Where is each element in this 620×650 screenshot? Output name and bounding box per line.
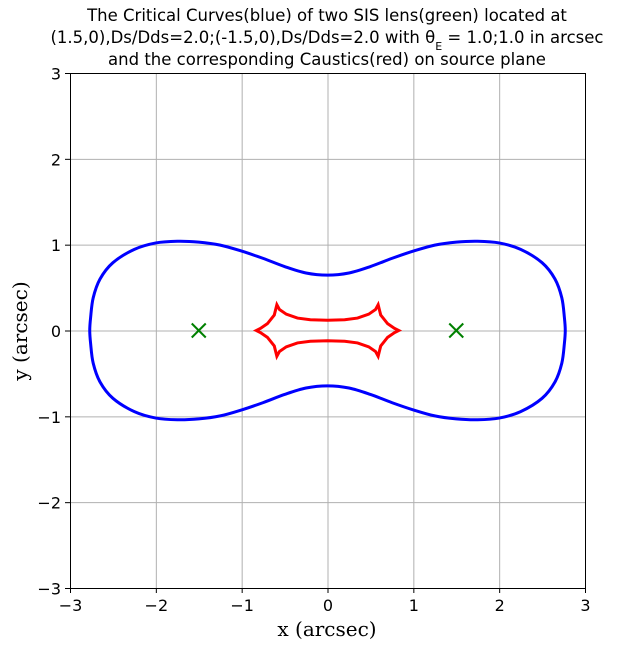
x-tick-label: −3: [59, 596, 83, 615]
chart-title: The Critical Curves(blue) of two SIS len…: [51, 6, 604, 69]
critical-curve: [88, 239, 567, 422]
x-tick-label: −2: [145, 596, 169, 615]
x-tick-label: 3: [580, 596, 590, 615]
caustic-curve: [252, 300, 403, 361]
x-axis-label: x (arcsec): [277, 617, 376, 641]
y-tick-label: −3: [37, 580, 61, 599]
x-tick-label: 2: [495, 596, 505, 615]
y-tick-label: −1: [37, 408, 61, 427]
y-tick-label: 1: [51, 236, 61, 255]
title-line-2-subscript: E: [435, 40, 442, 53]
title-line-3: and the corresponding Caustics(red) on s…: [108, 50, 546, 69]
lens-marker: [448, 322, 464, 339]
x-tick-label: 0: [323, 596, 333, 615]
x-tick-label: −1: [230, 596, 254, 615]
grid: [70, 73, 586, 589]
x-tick-label: 1: [409, 596, 419, 615]
title-line-2-main: (1.5,0),Ds/Dds=2.0;(-1.5,0),Ds/Dds=2.0 w…: [51, 28, 436, 47]
y-tick-label: 0: [51, 322, 61, 341]
y-axis-label: y (arcsec): [8, 281, 32, 381]
y-tick-label: 2: [51, 150, 61, 169]
ticks: −3 −2 −1 0 1 2 3 −3 −2 −1 0 1 2 3: [37, 65, 590, 616]
plot-area: [88, 239, 567, 422]
lens-marker: [191, 322, 207, 339]
title-line-1: The Critical Curves(blue) of two SIS len…: [86, 6, 567, 25]
y-tick-label: 3: [51, 65, 61, 84]
y-tick-label: −2: [37, 494, 61, 513]
title-line-2: (1.5,0),Ds/Dds=2.0;(-1.5,0),Ds/Dds=2.0 w…: [51, 28, 604, 53]
title-line-2-tail: = 1.0;1.0 in arcsec: [442, 28, 603, 47]
